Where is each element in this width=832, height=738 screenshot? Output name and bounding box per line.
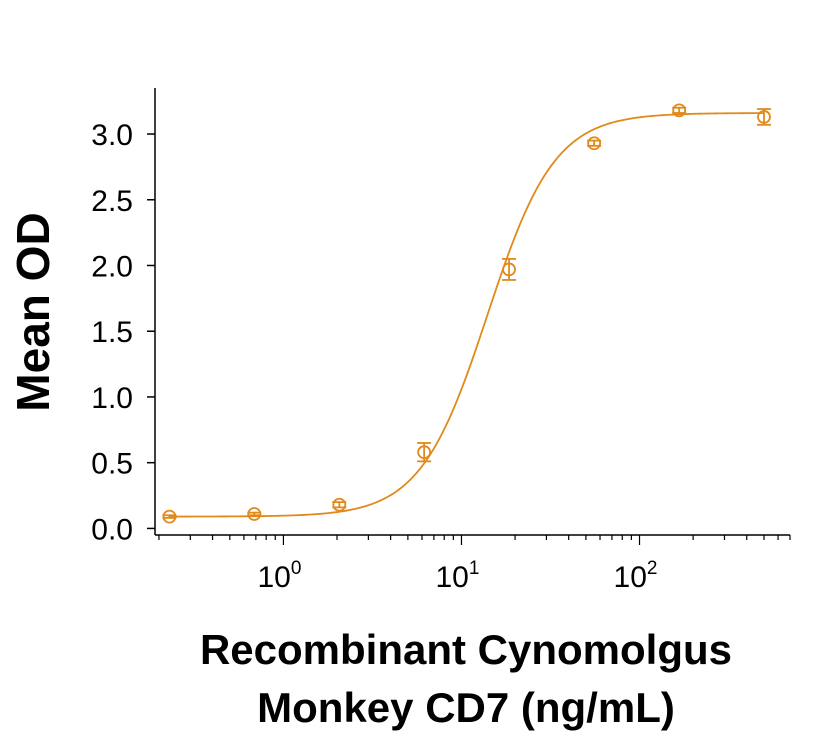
y-tick-label: 1.0 bbox=[91, 382, 133, 415]
data-point bbox=[417, 442, 432, 463]
point-marker bbox=[757, 110, 771, 124]
y-tick-label: 2.5 bbox=[91, 185, 133, 218]
y-tick-label: 0.0 bbox=[91, 513, 133, 546]
x-tick-label: 102 bbox=[614, 558, 658, 594]
point-marker bbox=[672, 103, 687, 118]
point-marker bbox=[332, 497, 347, 512]
fit-curve-layer bbox=[169, 112, 764, 518]
y-axis-title: Mean OD bbox=[7, 212, 59, 411]
x-tick-label: 100 bbox=[257, 558, 301, 594]
point-marker bbox=[417, 445, 432, 460]
point-marker bbox=[502, 262, 516, 277]
y-tick-label: 2.0 bbox=[91, 250, 133, 283]
data-point bbox=[587, 136, 602, 151]
point-marker bbox=[587, 136, 602, 151]
fit-curve bbox=[169, 112, 764, 518]
data-points-layer bbox=[162, 103, 771, 524]
y-tick-label: 1.5 bbox=[91, 316, 133, 349]
data-point bbox=[247, 507, 262, 521]
data-point bbox=[502, 258, 517, 281]
data-point bbox=[162, 509, 177, 524]
x-tick-label: 101 bbox=[435, 558, 479, 594]
data-point bbox=[756, 108, 771, 126]
x-axis-title-line2: Monkey CD7 (ng/mL) bbox=[257, 684, 675, 731]
x-axis-title-line1: Recombinant Cynomolgus bbox=[200, 626, 732, 673]
y-tick-label: 0.5 bbox=[91, 448, 133, 481]
point-marker bbox=[162, 509, 177, 524]
data-point bbox=[672, 103, 687, 118]
axes: 0.0 0.5 1.0 1.5 2.0 2.5 3.0 100 101 102 bbox=[91, 88, 791, 594]
data-point bbox=[332, 497, 347, 512]
point-marker bbox=[247, 507, 262, 521]
y-tick-label: 3.0 bbox=[91, 119, 133, 152]
